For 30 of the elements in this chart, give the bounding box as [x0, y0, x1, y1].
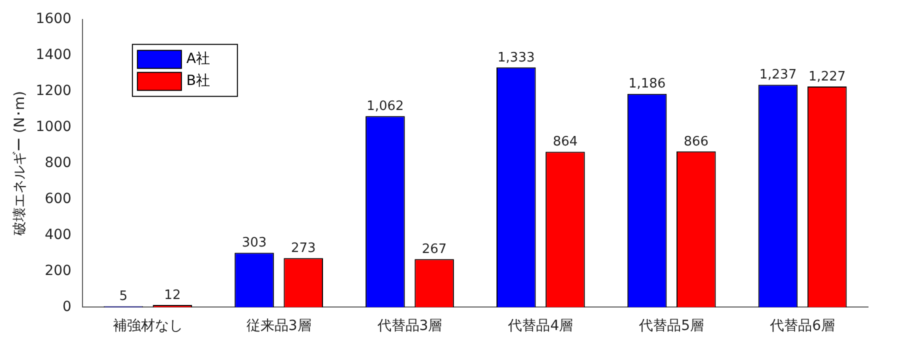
x-tick-label: 従来品3層 — [246, 318, 312, 334]
x-tick-label: 代替品6層 — [769, 318, 835, 334]
legend-label: A社 — [186, 51, 210, 68]
y-tick-label: 0 — [62, 298, 72, 315]
x-tick-label: 代替品4層 — [507, 318, 574, 334]
data-label: 273 — [290, 240, 316, 256]
data-label: 866 — [684, 134, 709, 150]
data-label: 5 — [119, 289, 128, 304]
y-tick-label: 1000 — [36, 118, 72, 135]
y-tick-label: 1400 — [36, 47, 72, 64]
y-tick-label: 1200 — [36, 82, 72, 99]
data-label: 303 — [242, 236, 267, 251]
data-label: 1,333 — [498, 50, 535, 66]
data-label: 12 — [164, 288, 181, 303]
data-label: 864 — [552, 134, 578, 150]
legend-label: B社 — [186, 73, 210, 90]
y-tick-label: 200 — [44, 262, 72, 279]
y-tick-label: 600 — [44, 190, 72, 207]
data-label: 1,227 — [808, 69, 846, 84]
data-label: 267 — [422, 242, 447, 258]
x-tick-label: 代替品3層 — [376, 318, 442, 334]
y-tick-label: 800 — [44, 154, 72, 171]
y-tick-label: 400 — [44, 226, 72, 243]
data-label: 1,062 — [366, 99, 404, 114]
data-label: 1,237 — [759, 68, 797, 83]
y-axis-title: 破壊エネルギー (N･m) — [12, 91, 28, 237]
x-tick-label: 代替品5層 — [638, 318, 704, 334]
y-tick-label: 1600 — [36, 11, 72, 28]
data-label: 1,186 — [628, 76, 666, 92]
x-tick-label: 補強材なし — [112, 318, 183, 334]
